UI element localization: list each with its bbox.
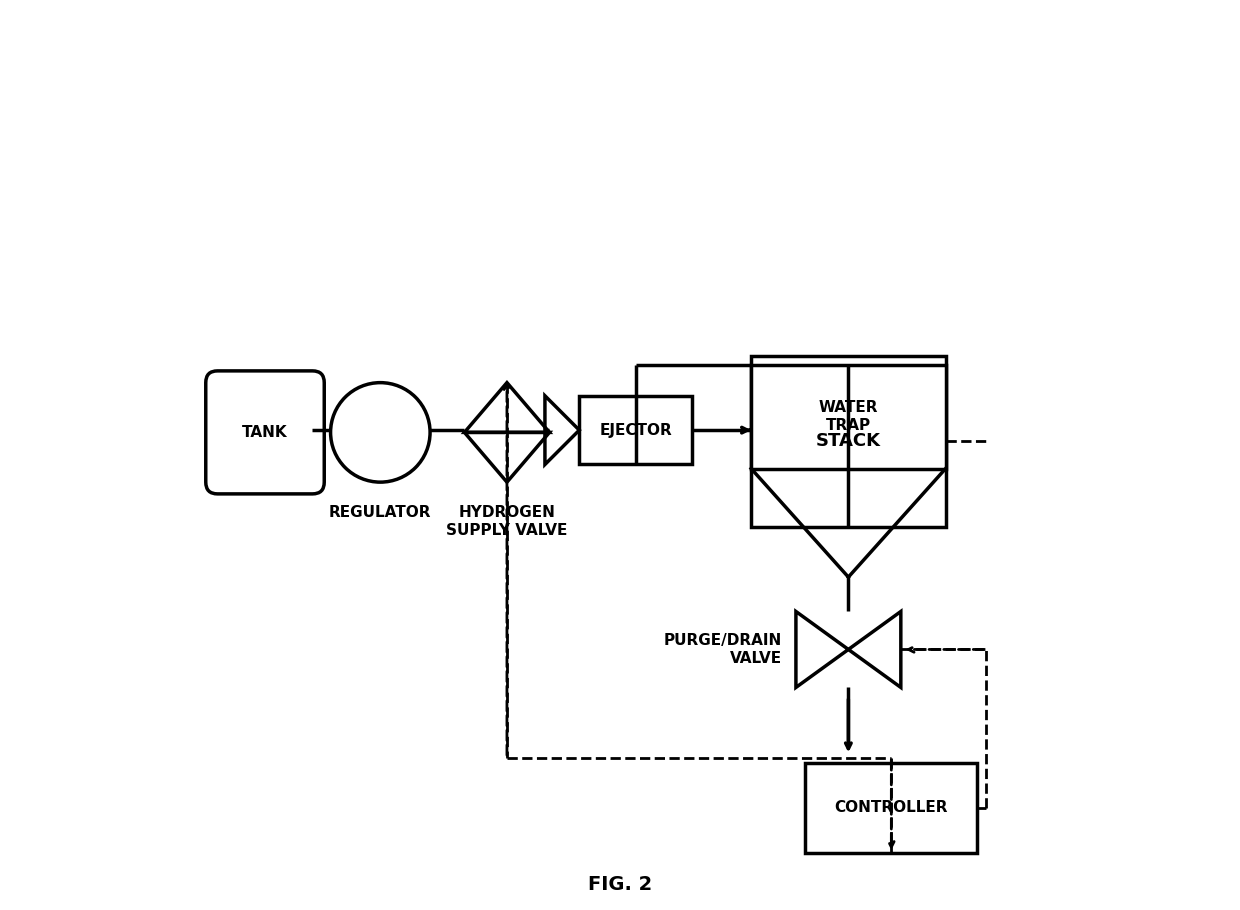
Text: WATER
TRAP: WATER TRAP bbox=[818, 399, 878, 433]
Bar bbox=[806, 763, 977, 853]
Text: PURGE/DRAIN
VALVE: PURGE/DRAIN VALVE bbox=[665, 632, 782, 666]
Text: REGULATOR: REGULATOR bbox=[329, 505, 432, 520]
Text: FIG. 2: FIG. 2 bbox=[588, 875, 652, 895]
Bar bbox=[579, 396, 692, 464]
Bar bbox=[751, 365, 946, 469]
Bar bbox=[751, 356, 946, 528]
Text: TANK: TANK bbox=[242, 425, 288, 440]
Text: HYDROGEN
SUPPLY VALVE: HYDROGEN SUPPLY VALVE bbox=[446, 505, 568, 539]
Text: STACK: STACK bbox=[816, 432, 880, 450]
Text: CONTROLLER: CONTROLLER bbox=[835, 800, 949, 815]
FancyBboxPatch shape bbox=[206, 371, 324, 494]
Text: EJECTOR: EJECTOR bbox=[599, 422, 672, 438]
